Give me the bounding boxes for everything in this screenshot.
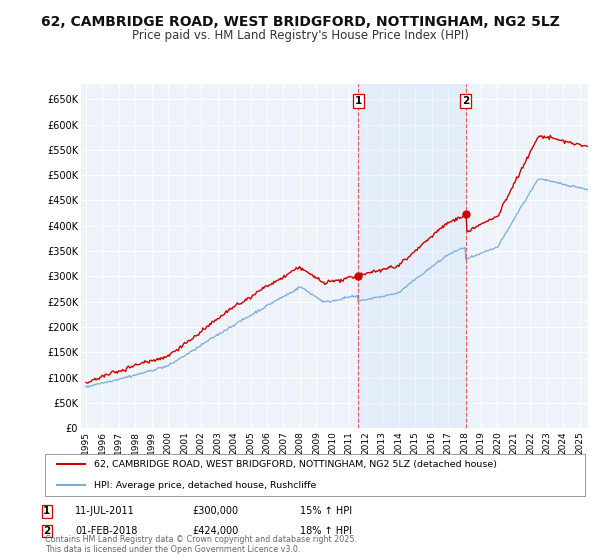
Text: 01-FEB-2018: 01-FEB-2018 — [75, 526, 137, 536]
Text: 2: 2 — [43, 526, 50, 536]
Text: 11-JUL-2011: 11-JUL-2011 — [75, 506, 135, 516]
Text: Contains HM Land Registry data © Crown copyright and database right 2025.
This d: Contains HM Land Registry data © Crown c… — [45, 535, 357, 554]
Text: Price paid vs. HM Land Registry's House Price Index (HPI): Price paid vs. HM Land Registry's House … — [131, 29, 469, 42]
Text: 18% ↑ HPI: 18% ↑ HPI — [300, 526, 352, 536]
Text: 62, CAMBRIDGE ROAD, WEST BRIDGFORD, NOTTINGHAM, NG2 5LZ (detached house): 62, CAMBRIDGE ROAD, WEST BRIDGFORD, NOTT… — [94, 460, 497, 469]
Text: 15% ↑ HPI: 15% ↑ HPI — [300, 506, 352, 516]
Text: 2: 2 — [462, 96, 469, 106]
Bar — [358, 84, 466, 428]
Text: HPI: Average price, detached house, Rushcliffe: HPI: Average price, detached house, Rush… — [94, 482, 316, 491]
Text: £424,000: £424,000 — [192, 526, 238, 536]
Text: 62, CAMBRIDGE ROAD, WEST BRIDGFORD, NOTTINGHAM, NG2 5LZ: 62, CAMBRIDGE ROAD, WEST BRIDGFORD, NOTT… — [41, 15, 559, 29]
Text: £300,000: £300,000 — [192, 506, 238, 516]
Text: 1: 1 — [43, 506, 50, 516]
Text: 1: 1 — [355, 96, 362, 106]
